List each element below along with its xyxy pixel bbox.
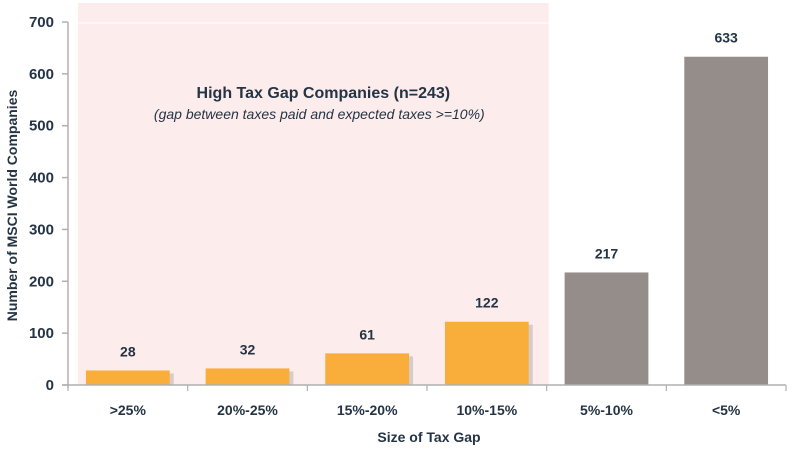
y-tick-label: 400	[29, 170, 54, 187]
bar-5%-10%	[564, 272, 649, 385]
x-tick-label: 10%-15%	[456, 402, 517, 418]
y-tick-label: 500	[29, 118, 54, 135]
x-tick-label: 15%-20%	[337, 402, 398, 418]
data-label: 633	[714, 30, 738, 46]
y-tick-label: 0	[46, 377, 54, 394]
data-label: 61	[359, 326, 375, 342]
x-axis-title: Size of Tax Gap	[377, 429, 480, 445]
y-axis-title: Number of MSCI World Companies	[4, 90, 20, 322]
data-label: 122	[475, 295, 499, 311]
bar->25%	[85, 370, 170, 385]
annotation-subtitle: (gap between taxes paid and expected tax…	[154, 106, 485, 122]
x-tick-label: 20%-25%	[217, 402, 278, 418]
y-axis: 0 100 200 300 400 500 600 700	[29, 14, 69, 394]
y-tick-label: 300	[29, 221, 54, 238]
bar-20%-25%	[205, 368, 290, 385]
y-tick-label: 700	[29, 14, 54, 31]
x-tick-label: <5%	[712, 402, 741, 418]
high-tax-gap-region	[78, 3, 549, 385]
y-tick-label: 100	[29, 325, 54, 342]
bar-10%-15%	[444, 321, 529, 385]
data-label: 32	[240, 341, 256, 357]
x-axis: >25% 20%-25% 15%-20% 10%-15% 5%-10% <5%	[62, 384, 787, 418]
y-tick-label: 600	[29, 66, 54, 83]
y-tick-label: 200	[29, 273, 54, 290]
data-label: 217	[595, 245, 619, 261]
x-tick-label: >25%	[110, 402, 147, 418]
data-label: 28	[120, 343, 136, 359]
x-tick-label: 5%-10%	[580, 402, 633, 418]
bar-<5%	[684, 56, 769, 385]
bar-15%-20%	[325, 353, 410, 385]
annotation-title: High Tax Gap Companies (n=243)	[197, 85, 451, 102]
